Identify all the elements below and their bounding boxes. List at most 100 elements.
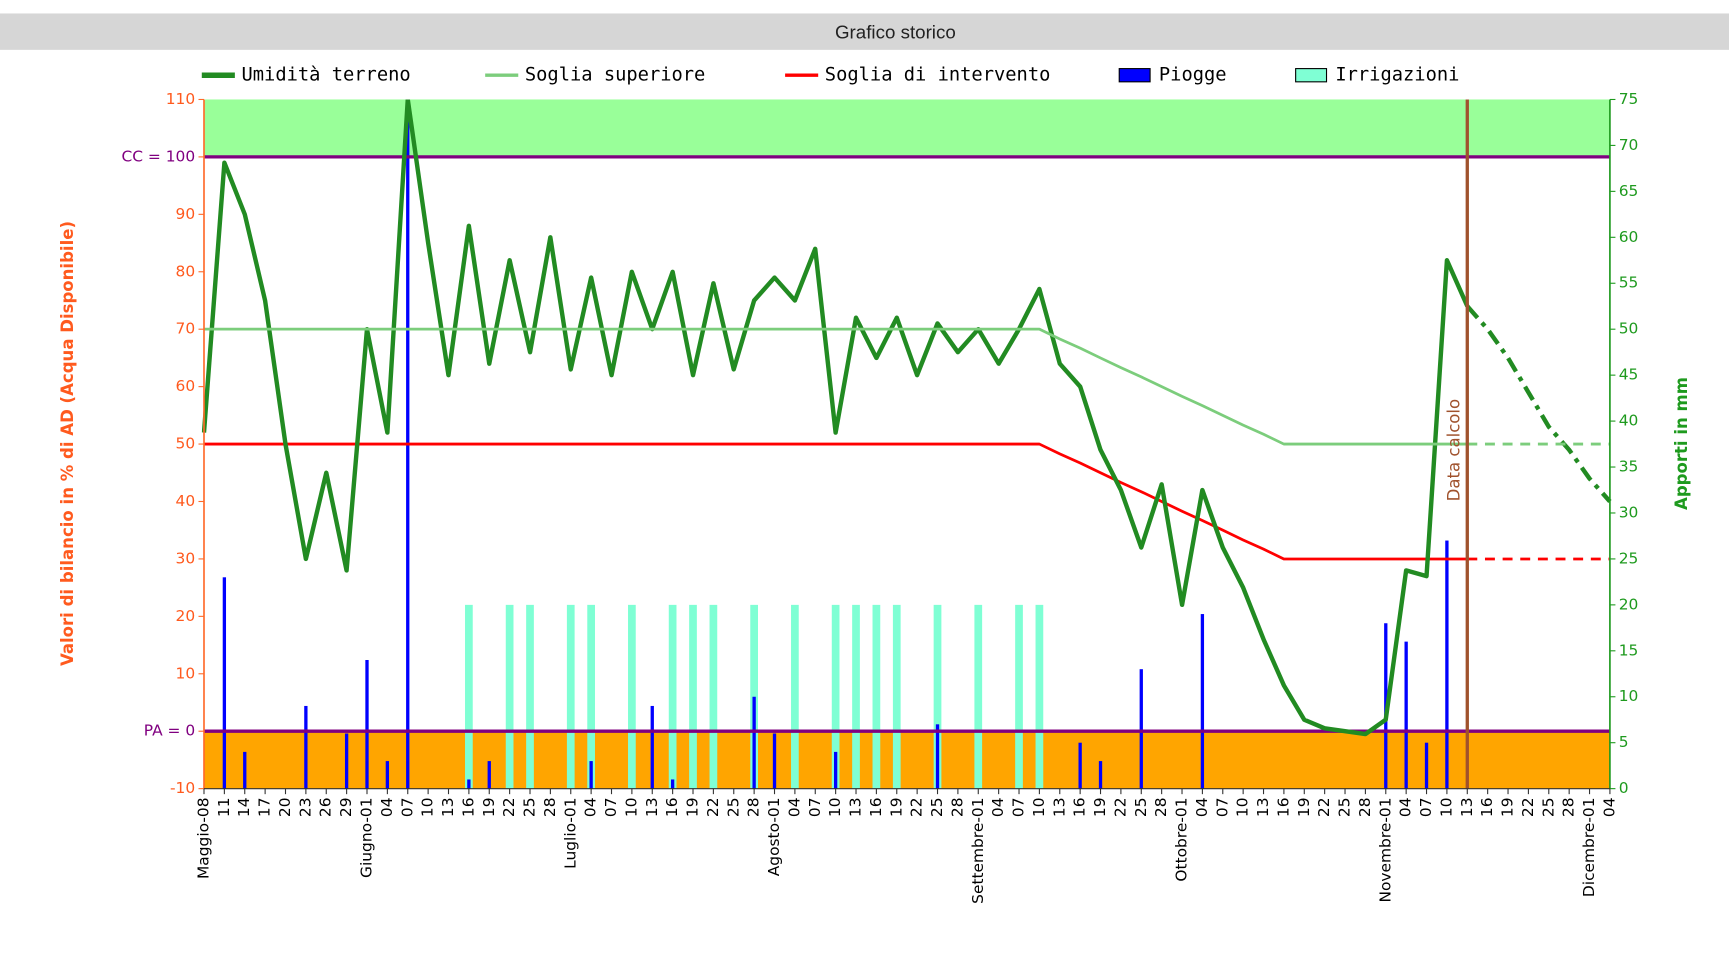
bar — [505, 604, 514, 789]
x-tick-label: 26 — [317, 797, 335, 817]
x-tick-label: 25 — [521, 797, 539, 817]
bar — [670, 779, 675, 789]
bar — [1445, 540, 1449, 789]
bar — [566, 604, 575, 789]
x-tick-label: 13 — [1050, 797, 1068, 817]
y2-tick-label: 5 — [1619, 733, 1629, 751]
y-tick-label: 10 — [176, 664, 196, 682]
x-tick-label: 07 — [806, 797, 824, 817]
bar — [587, 604, 595, 789]
x-tick-label: 19 — [1091, 797, 1109, 817]
bar — [1015, 604, 1023, 789]
x-tick-label: 04 — [582, 797, 600, 817]
x-tick-label: 04 — [378, 797, 396, 817]
legend-label: Umidità terreno — [241, 65, 410, 86]
legend-label: Soglia di intervento — [825, 65, 1051, 86]
bar — [892, 604, 901, 789]
bar — [831, 604, 840, 789]
y-tick-label: 30 — [176, 549, 196, 567]
bar — [243, 751, 247, 789]
x-tick-label: 22 — [704, 797, 722, 817]
y-tick-label: 20 — [176, 607, 196, 625]
legend-swatch — [1118, 68, 1151, 83]
x-tick-label: 04 — [1193, 797, 1211, 817]
x-tick-label: 07 — [398, 797, 416, 817]
y2-tick-label: 15 — [1619, 641, 1639, 659]
x-tick-label: 13 — [1458, 797, 1476, 817]
x-tick-label: 16 — [1274, 797, 1292, 817]
y2-tick-label: 45 — [1619, 366, 1639, 384]
x-tick-label: Luglio-01 — [561, 797, 579, 868]
bar — [487, 761, 491, 789]
x-tick-label: 13 — [643, 797, 661, 817]
x-tick-label: 10 — [1030, 797, 1048, 817]
x-tick-label: 22 — [1111, 797, 1129, 817]
x-tick-label: 25 — [1132, 797, 1150, 817]
bar — [1139, 669, 1143, 789]
y-tick-label: 60 — [176, 377, 196, 395]
y-tick-label: 50 — [176, 435, 196, 453]
x-tick-label: 16 — [1071, 797, 1089, 817]
x-tick-label: 07 — [1417, 797, 1435, 817]
y2-tick-label: 50 — [1619, 320, 1639, 338]
y-tick-label: 80 — [176, 262, 196, 280]
x-tick-label: 22 — [1519, 797, 1537, 817]
y2-tick-label: 35 — [1619, 458, 1639, 476]
y-axis-title: Valori di bilancio in % di AD (Acqua Dis… — [58, 221, 77, 666]
x-tick-label: 07 — [1010, 797, 1028, 817]
bar — [933, 604, 942, 789]
x-tick-label: 19 — [1499, 797, 1517, 817]
y2-tick-label: 25 — [1619, 549, 1639, 567]
bar — [467, 779, 471, 789]
x-tick-label: Dicembre-01 — [1580, 797, 1598, 897]
bar — [304, 705, 308, 789]
y2-tick-label: 20 — [1619, 595, 1639, 613]
bar — [752, 696, 756, 789]
x-tick-label: 25 — [1336, 797, 1354, 817]
bar — [709, 604, 718, 789]
bar — [628, 604, 636, 789]
annotation-label: Data calcolo — [1445, 399, 1464, 501]
bar — [1404, 641, 1408, 789]
x-tick-label: 19 — [684, 797, 702, 817]
x-tick-label: 25 — [928, 797, 946, 817]
bar — [833, 751, 838, 789]
x-tick-label: 20 — [276, 797, 294, 817]
header-bar — [0, 13, 1729, 50]
bar — [385, 761, 390, 789]
x-tick-label: 28 — [1356, 797, 1374, 817]
x-tick-label: 11 — [215, 797, 233, 817]
x-tick-label: 07 — [1213, 797, 1231, 817]
band — [203, 99, 1610, 157]
y-tick-label: 90 — [176, 205, 196, 223]
bar — [935, 724, 940, 789]
x-tick-label: Agosto-01 — [765, 797, 783, 876]
series-line — [1465, 304, 1612, 503]
bar — [974, 604, 983, 789]
x-tick-label: 04 — [1600, 797, 1618, 817]
x-tick-label: 22 — [1315, 797, 1333, 817]
x-tick-label: 10 — [1437, 797, 1455, 817]
bar — [1035, 604, 1044, 789]
y2-tick-label: 70 — [1619, 136, 1639, 154]
series-line — [203, 327, 1468, 446]
x-tick-label: Maggio-08 — [194, 797, 212, 879]
bar — [365, 660, 369, 789]
x-tick-label: 25 — [724, 797, 742, 817]
x-tick-label: 28 — [745, 797, 763, 817]
x-tick-label: 10 — [419, 797, 437, 817]
x-tick-label: 13 — [847, 797, 865, 817]
x-tick-label: 14 — [235, 797, 253, 817]
x-tick-label: 28 — [948, 797, 966, 817]
series-line — [203, 442, 1468, 561]
x-tick-label: Novembre-01 — [1376, 797, 1394, 902]
band — [203, 731, 1610, 789]
legend-label: Irrigazioni — [1335, 65, 1459, 86]
x-tick-label: Settembre-01 — [969, 797, 987, 903]
y2-tick-label: 75 — [1619, 90, 1639, 108]
x-tick-label: 10 — [622, 797, 640, 817]
x-tick-label: 19 — [887, 797, 905, 817]
x-tick-label: 10 — [1234, 797, 1252, 817]
bar — [650, 705, 654, 789]
